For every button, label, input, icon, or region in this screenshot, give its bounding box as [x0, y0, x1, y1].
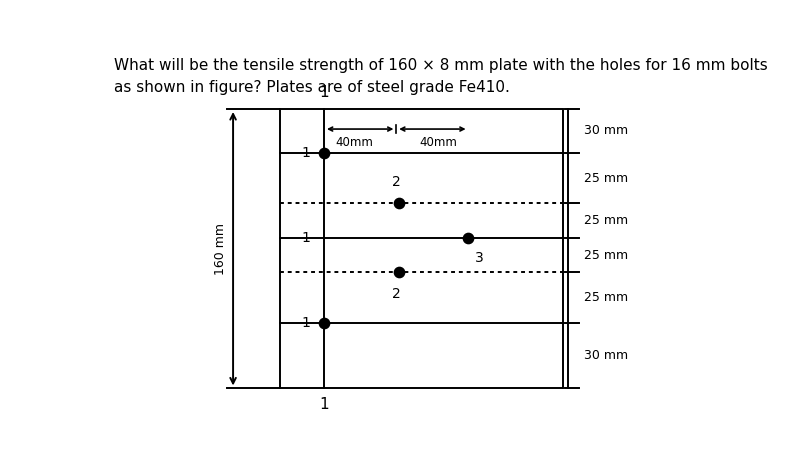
Text: 3: 3: [475, 251, 484, 265]
Text: 25 mm: 25 mm: [584, 249, 628, 261]
Text: as shown in figure? Plates are of steel grade Fe410.: as shown in figure? Plates are of steel …: [113, 80, 509, 95]
Text: 40mm: 40mm: [420, 136, 458, 148]
Text: What will be the tensile strength of 160 × 8 mm plate with the holes for 16 mm b: What will be the tensile strength of 160…: [113, 58, 768, 73]
Text: 1: 1: [301, 146, 310, 160]
Text: 2: 2: [392, 287, 401, 301]
Text: 30 mm: 30 mm: [584, 349, 628, 362]
Text: 160 mm: 160 mm: [214, 223, 227, 275]
Text: 25 mm: 25 mm: [584, 291, 628, 304]
Point: [393, 268, 406, 276]
Text: 1: 1: [319, 85, 329, 100]
Text: 1: 1: [319, 398, 329, 413]
Text: 25 mm: 25 mm: [584, 171, 628, 185]
Point: [393, 200, 406, 207]
Text: 1: 1: [301, 231, 310, 245]
Text: 1: 1: [301, 316, 310, 330]
Text: 30 mm: 30 mm: [584, 124, 628, 138]
Text: 40mm: 40mm: [335, 136, 373, 148]
Text: 2: 2: [392, 175, 401, 189]
Point: [318, 149, 330, 156]
Point: [318, 319, 330, 327]
Point: [462, 234, 475, 242]
Text: 25 mm: 25 mm: [584, 214, 628, 227]
